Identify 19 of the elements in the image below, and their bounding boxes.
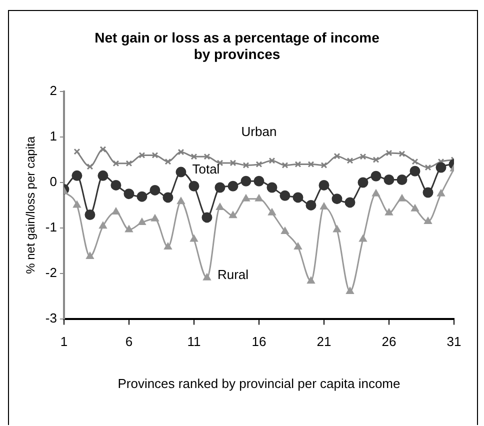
y-tick-label: -2 [45, 264, 57, 280]
x-tick-label: 1 [60, 334, 68, 350]
x-tick-label: 11 [187, 334, 201, 350]
series-label: Urban [241, 124, 277, 139]
y-tick-label: 1 [50, 128, 57, 144]
x-tick-label: 21 [316, 334, 332, 350]
x-tick-label: 16 [252, 334, 266, 350]
y-tick-label: 0 [50, 174, 57, 190]
y-tick-label: -1 [45, 220, 57, 234]
chart-title: Net gain or loss as a percentage of income by provinces [94, 29, 380, 62]
series-label: Rural [217, 267, 249, 282]
y-tick-label: -3 [45, 310, 57, 326]
y-axis-title: % net gain/loss per capita [24, 136, 38, 274]
x-tick-label: 31 [446, 334, 462, 350]
y-tick-label: 2 [50, 83, 57, 98]
x-tick-label: 6 [125, 334, 133, 350]
x-tick-label: 26 [382, 334, 396, 350]
series-label: Total [192, 162, 220, 177]
x-axis-title: Provinces ranked by provincial per capita income [118, 376, 400, 391]
